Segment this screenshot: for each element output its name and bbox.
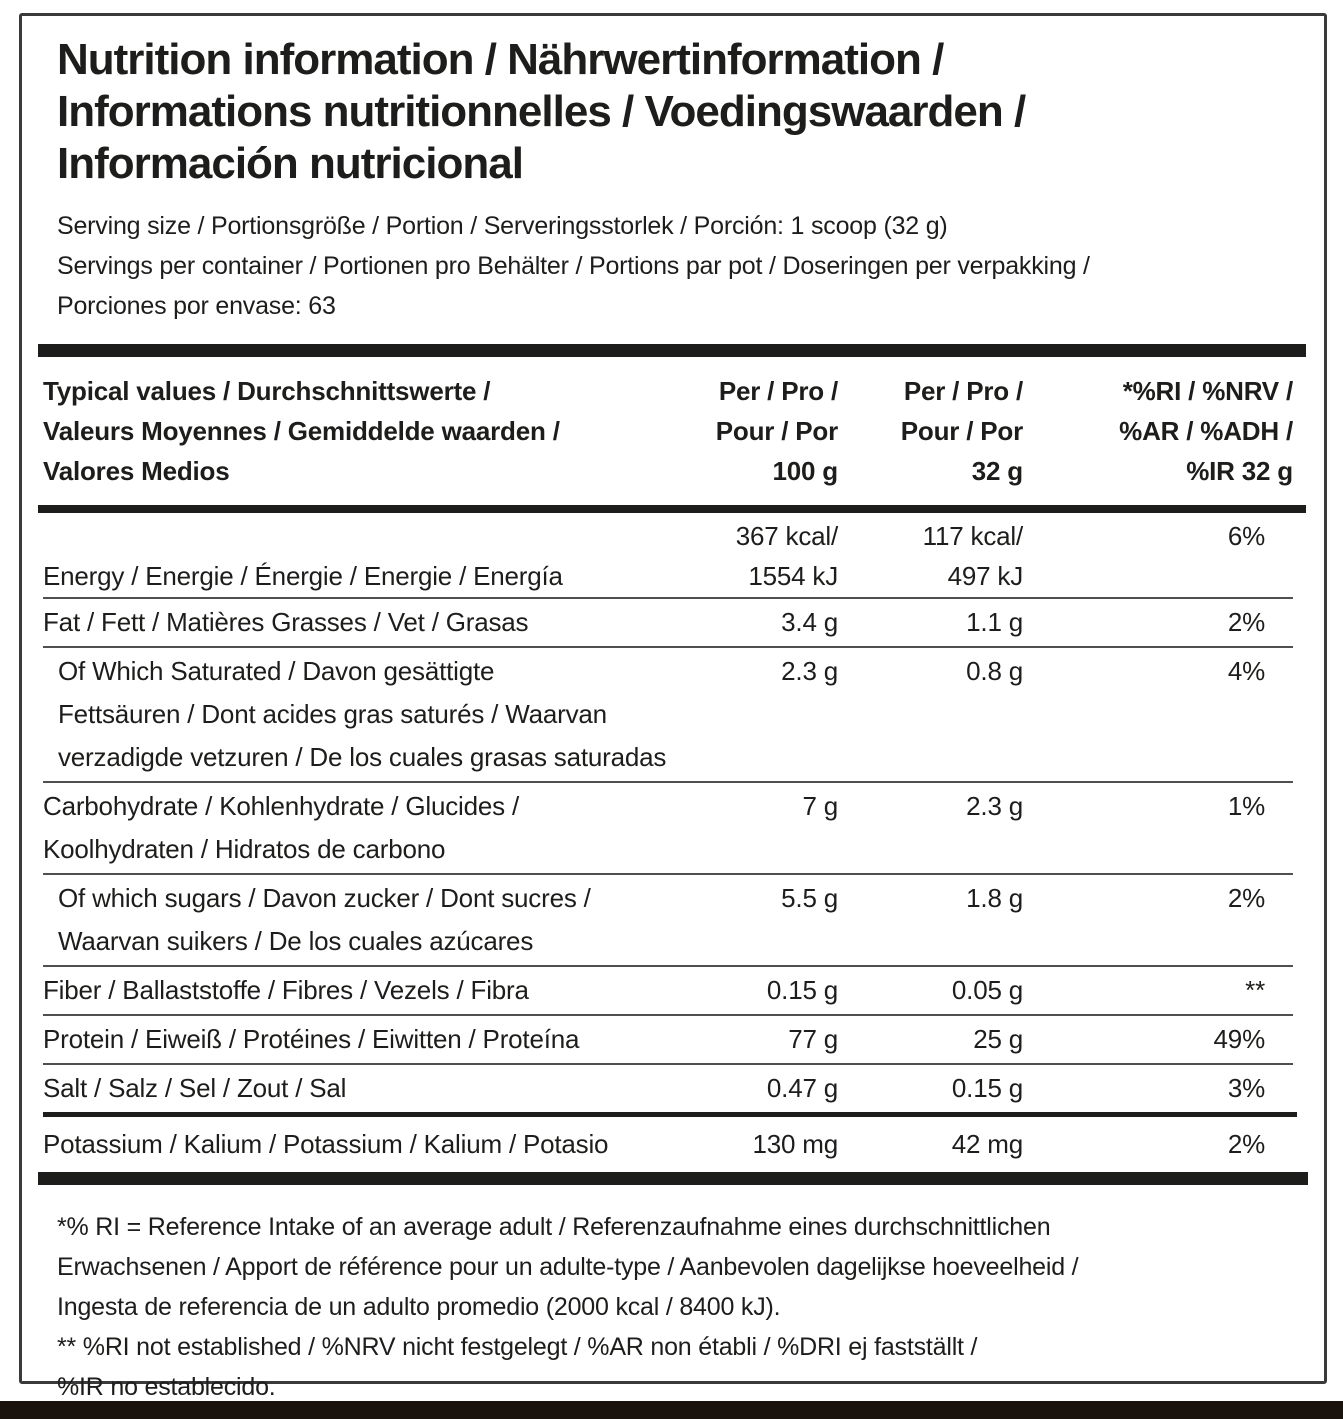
per-32g-value: 42 mg — [951, 1129, 1023, 1159]
ri-value: 2% — [1227, 883, 1265, 913]
footnote-ri-definition: *% RI = Reference Intake of an average a… — [57, 1213, 1051, 1241]
title-line: Nutrition information / Nährwertinformat… — [57, 35, 944, 84]
per-100g-value: 5.5 g — [781, 883, 838, 913]
footnote-not-established: %IR no establecido. — [57, 1373, 276, 1401]
row-label: Of which sugars / Davon zucker / Dont su… — [58, 883, 591, 956]
bottom-black-strip — [0, 1401, 1343, 1419]
footnote-ri-definition: Ingesta de referencia de un adulto prome… — [57, 1293, 781, 1321]
row-label: Energy / Energie / Énergie / Energie / E… — [43, 561, 563, 591]
row-label: Salt / Salz / Sel / Zout / Sal — [43, 1073, 347, 1103]
per-32g-value: 117 kcal/ 497 kJ — [922, 521, 1024, 591]
ri-value: 2% — [1227, 1129, 1265, 1159]
table-row-fat: Fat / Fett / Matières Grasses / Vet / Gr… — [43, 597, 1293, 646]
table-row-carbohydrate: Carbohydrate / Kohlenhydrate / Glucides … — [43, 781, 1293, 873]
table-row-fiber: Fiber / Ballaststoffe / Fibres / Vezels … — [43, 965, 1293, 1014]
per-32g-value: 0.8 g — [966, 656, 1023, 686]
footnote-ri-definition: Erwachsenen / Apport de référence pour u… — [57, 1253, 1079, 1281]
per-100g-value: 3.4 g — [781, 607, 838, 637]
row-label: Fat / Fett / Matières Grasses / Vet / Gr… — [43, 607, 529, 637]
per-100g-value: 2.3 g — [781, 656, 838, 686]
row-label: Of Which Saturated / Davon gesättigte Fe… — [58, 656, 667, 772]
title-line: Informations nutritionnelles / Voedingsw… — [57, 87, 1026, 136]
table-body: Energy / Energie / Énergie / Energie / E… — [22, 513, 1324, 1112]
header-per-32g: Per / Pro / Pour / Por 32 g — [900, 376, 1023, 486]
per-32g-value: 0.05 g — [951, 975, 1023, 1005]
page-title: Nutrition information / Nährwertinformat… — [57, 34, 1324, 190]
ri-value: ** — [1245, 975, 1265, 1005]
header-ri-percent: *%RI / %NRV / %AR / %ADH / %IR 32 g — [1119, 376, 1293, 486]
per-32g-value: 1.1 g — [966, 607, 1023, 637]
divider-under-header — [38, 505, 1306, 513]
ri-value: 49% — [1213, 1024, 1266, 1054]
per-100g-value: 7 g — [802, 791, 838, 821]
serving-size-text: Serving size / Portionsgröße / Portion /… — [57, 212, 948, 240]
ri-value: 3% — [1227, 1073, 1265, 1103]
title-line: Información nutricional — [57, 139, 524, 188]
divider-above-potassium — [43, 1112, 1297, 1117]
table-row-energy: Energy / Energie / Énergie / Energie / E… — [43, 513, 1293, 597]
per-100g-value: 367 kcal/ 1554 kJ — [735, 521, 838, 591]
ri-value: 1% — [1227, 791, 1265, 821]
ri-value: 6% — [1227, 521, 1265, 551]
row-label: Fiber / Ballaststoffe / Fibres / Vezels … — [43, 975, 529, 1005]
per-32g-value: 1.8 g — [966, 883, 1023, 913]
per-100g-value: 0.15 g — [766, 975, 838, 1005]
divider-thick-top — [38, 344, 1306, 357]
nutrition-label-panel: Nutrition information / Nährwertinformat… — [19, 13, 1327, 1401]
row-label: Potassium / Kalium / Potassium / Kalium … — [43, 1129, 609, 1159]
row-label: Protein / Eiweiß / Protéines / Eiwitten … — [43, 1024, 580, 1054]
per-100g-value: 130 mg — [752, 1129, 838, 1159]
table-row-salt: Salt / Salz / Sel / Zout / Sal 0.47 g 0.… — [43, 1063, 1293, 1112]
table-header: Typical values / Durchschnittswerte / Va… — [43, 371, 1293, 491]
per-32g-value: 0.15 g — [951, 1073, 1023, 1103]
ri-value: 4% — [1227, 656, 1265, 686]
table-row-sugars: Of which sugars / Davon zucker / Dont su… — [43, 873, 1293, 965]
header-per-100g: Per / Pro / Pour / Por 100 g — [715, 376, 838, 486]
footnote-not-established: ** %RI not established / %NRV nicht fest… — [57, 1333, 978, 1361]
per-100g-value: 77 g — [788, 1024, 838, 1054]
footnotes: *% RI = Reference Intake of an average a… — [57, 1207, 1324, 1407]
serving-info: Serving size / Portionsgröße / Portion /… — [57, 206, 1324, 326]
per-100g-value: 0.47 g — [766, 1073, 838, 1103]
servings-per-container-text: Servings per container / Portionen pro B… — [57, 252, 1090, 280]
per-32g-value: 2.3 g — [966, 791, 1023, 821]
divider-thick-bottom — [38, 1172, 1308, 1185]
per-32g-value: 25 g — [973, 1024, 1023, 1054]
ri-value: 2% — [1227, 607, 1265, 637]
header-typical-values: Typical values / Durchschnittswerte / Va… — [43, 376, 560, 486]
table-row-protein: Protein / Eiweiß / Protéines / Eiwitten … — [43, 1014, 1293, 1063]
table-row-potassium: Potassium / Kalium / Potassium / Kalium … — [43, 1117, 1293, 1172]
servings-per-container-text: Porciones por envase: 63 — [57, 292, 336, 320]
table-row-saturated-fat: Of Which Saturated / Davon gesättigte Fe… — [43, 646, 1293, 781]
row-label: Carbohydrate / Kohlenhydrate / Glucides … — [43, 791, 519, 864]
